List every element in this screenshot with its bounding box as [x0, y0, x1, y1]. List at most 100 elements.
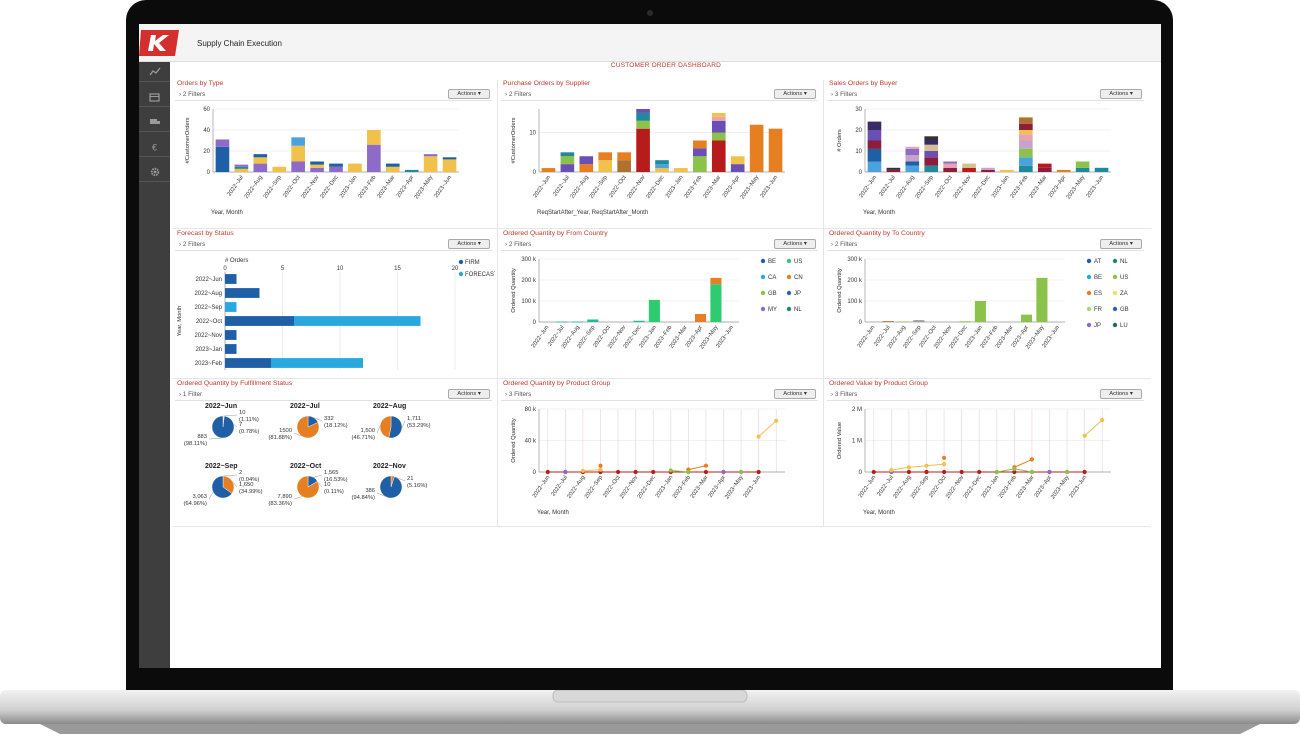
- filter-toggle[interactable]: › 3 Filters: [831, 91, 857, 98]
- bar-segment: [367, 130, 381, 145]
- filter-count: 3 Filters: [834, 91, 858, 98]
- bar-segment: [579, 156, 594, 165]
- bar-segment: [253, 163, 268, 172]
- chart-line-icon[interactable]: [139, 62, 170, 82]
- x-tick-label: 2022~Dec: [971, 175, 991, 200]
- chart: 0 5 10 15 20 # Orders Year, Month 2022~Jun 2022~…: [177, 258, 495, 370]
- bar-segment: [749, 124, 764, 172]
- calendar-icon[interactable]: [139, 87, 170, 107]
- pie-slice: [388, 415, 403, 439]
- filter-toggle[interactable]: › 2 Filters: [505, 241, 531, 248]
- pie-title: 2022~Oct: [290, 463, 322, 470]
- x-tick-label: 2023~Feb: [683, 175, 703, 200]
- bar-segment: [655, 160, 669, 165]
- panel-divider: [173, 228, 1151, 229]
- bar-segment: [291, 145, 305, 162]
- legend-marker: [1086, 274, 1092, 280]
- bar-segment: [215, 139, 230, 147]
- filter-bar: › 2 Filters Actions ▾: [501, 239, 818, 251]
- series-line: [758, 420, 777, 437]
- filter-toggle[interactable]: › 1 Filter: [179, 391, 202, 398]
- filter-toggle[interactable]: › 2 Filters: [179, 241, 205, 248]
- pie-value-label: 21: [407, 476, 413, 482]
- gear-icon[interactable]: [139, 162, 170, 182]
- filter-toggle[interactable]: › 3 Filters: [831, 391, 857, 398]
- pie-slice: [379, 475, 403, 499]
- legend-label: FIRM: [465, 260, 480, 266]
- series-line: [891, 463, 945, 471]
- actions-button[interactable]: Actions ▾: [774, 89, 816, 99]
- pie-percent-label: (16.53%): [324, 477, 348, 483]
- data-point: [563, 469, 568, 475]
- filter-count: 2 Filters: [182, 91, 206, 98]
- actions-button[interactable]: Actions ▾: [1100, 389, 1142, 399]
- bar-segment: [253, 157, 268, 164]
- pie-value-label: 1,565: [324, 470, 339, 476]
- actions-button[interactable]: Actions ▾: [1100, 89, 1142, 99]
- filter-bar: › 1 Filter Actions ▾: [175, 389, 492, 401]
- filter-toggle[interactable]: › 2 Filters: [505, 91, 531, 98]
- filter-toggle[interactable]: › 3 Filters: [505, 391, 531, 398]
- panel-title: Forecast by Status: [177, 230, 234, 237]
- y-tick-label: 0: [859, 170, 863, 176]
- filter-toggle[interactable]: › 2 Filters: [179, 91, 205, 98]
- legend-label: GB: [768, 291, 777, 297]
- bar-segment: [981, 169, 995, 172]
- pie-value-label: 1,711: [407, 416, 421, 422]
- data-point: [686, 469, 691, 475]
- x-tick-label: 2023~Jan: [665, 175, 685, 199]
- filter-bar: › 2 Filters Actions ▾: [175, 89, 492, 101]
- chart: 0 1 M 2 M Ordered Value 2022~Jun 2022~Jul 2022…: [837, 407, 1111, 516]
- bar-segment: [1094, 167, 1109, 172]
- filter-toggle[interactable]: › 2 Filters: [831, 241, 857, 248]
- bar-segment: [711, 112, 726, 117]
- finance-icon[interactable]: €: [139, 137, 170, 157]
- bar-segment: [253, 154, 268, 158]
- bar-segment: [943, 167, 957, 172]
- pie-percent-label: (5.16%): [407, 483, 427, 489]
- actions-button[interactable]: Actions ▾: [448, 89, 490, 99]
- legend-label: JP: [1094, 323, 1101, 329]
- x-tick-label: 2022~Oct: [282, 174, 302, 198]
- bar-segment: [225, 358, 271, 368]
- x-tick-label: 2023~Apr: [396, 175, 415, 199]
- legend-marker: [1112, 274, 1118, 280]
- x-tick-label: 2023~May: [1066, 175, 1087, 201]
- bar-segment: [711, 140, 726, 172]
- actions-button[interactable]: Actions ▾: [448, 389, 490, 399]
- legend-marker: [760, 290, 766, 296]
- legend-label: US: [794, 259, 802, 265]
- pie-percent-label: (0.78%): [239, 429, 259, 435]
- panel-qty-fulfillment: Ordered Quantity by Fulfillment Status › …: [173, 380, 495, 530]
- legend-label: ES: [1094, 291, 1102, 297]
- filter-count: 1 Filter: [182, 391, 203, 398]
- chart: 0 100 k 200 k 300 k Ordered Quantity 2022~Jun…: [837, 257, 1129, 350]
- actions-button[interactable]: Actions ▾: [1100, 239, 1142, 249]
- actions-button[interactable]: Actions ▾: [774, 389, 816, 399]
- y-tick-label: 2023~Jan: [195, 347, 222, 353]
- bar-segment: [225, 316, 294, 326]
- bar-segment: [959, 321, 971, 322]
- x-tick-label: 2022~Sep: [584, 475, 604, 500]
- pie-title: 2022~Jun: [205, 403, 237, 410]
- x-axis-label: ReqStartAfter_Year, ReqStartAfter_Month: [537, 210, 648, 216]
- y-tick-label: 2022~Oct: [196, 319, 223, 325]
- legend-marker: [760, 306, 766, 312]
- x-tick-label: 2022~Jul: [227, 175, 246, 198]
- x-tick-label: 10: [337, 266, 344, 272]
- bar-segment: [636, 112, 650, 121]
- chevron-right-icon: ›: [831, 391, 834, 398]
- bar-segment: [579, 164, 594, 172]
- actions-button[interactable]: Actions ▾: [448, 239, 490, 249]
- y-tick-label: 300 k: [847, 257, 863, 263]
- truck-icon[interactable]: [139, 112, 170, 132]
- chart: 0 40 k 80 k Ordered Quantity 2022~Jun 2022~Ju…: [511, 407, 785, 516]
- pie-leader-line: [208, 437, 223, 440]
- x-tick-label: 2023~Mar: [690, 475, 710, 500]
- y-tick-label: 0: [533, 470, 537, 476]
- bar-segment: [867, 121, 882, 130]
- actions-button[interactable]: Actions ▾: [774, 239, 816, 249]
- company-logo[interactable]: [139, 28, 183, 58]
- bar-segment: [234, 164, 249, 167]
